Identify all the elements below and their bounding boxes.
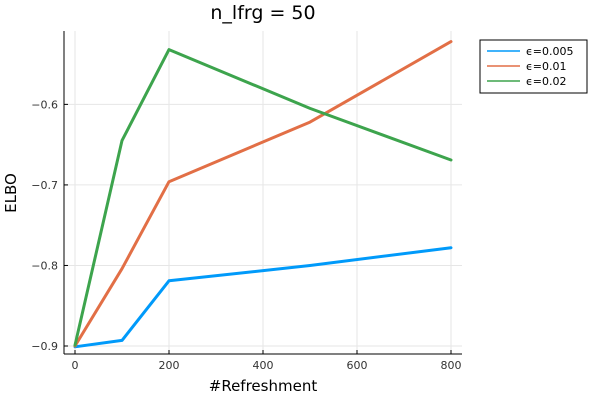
x-tick-label: 600 <box>347 359 368 372</box>
legend-items: ϵ=0.005 ϵ=0.01 ϵ=0.02 <box>487 45 573 88</box>
series-line-3 <box>73 48 453 347</box>
legend: ϵ=0.005 ϵ=0.01 ϵ=0.02 <box>479 39 588 94</box>
x-tick-label: 800 <box>441 359 462 372</box>
y-tick-label: −0.6 <box>31 98 58 111</box>
y-tick-label: −0.9 <box>31 340 58 353</box>
x-tick-label: 200 <box>159 359 180 372</box>
legend-label: ϵ=0.02 <box>526 75 566 88</box>
y-tick-label: −0.7 <box>31 179 58 192</box>
series-line-2 <box>73 40 453 348</box>
chart-title: n_lfrg = 50 <box>210 2 315 24</box>
x-tick-label: 0 <box>72 359 79 372</box>
series-lines <box>73 40 453 349</box>
y-tick-label: −0.8 <box>31 259 58 272</box>
x-tick-label: 400 <box>253 359 274 372</box>
series-line-1 <box>73 246 453 349</box>
grid <box>64 31 462 354</box>
y-axis-title: ELBO <box>2 173 20 213</box>
legend-label: ϵ=0.005 <box>526 45 573 58</box>
ticks: 0 200 400 600 800 −0.9 −0.8 −0.7 −0.6 <box>31 98 461 372</box>
legend-label: ϵ=0.01 <box>526 60 566 73</box>
x-axis-title: #Refreshment <box>209 377 318 395</box>
